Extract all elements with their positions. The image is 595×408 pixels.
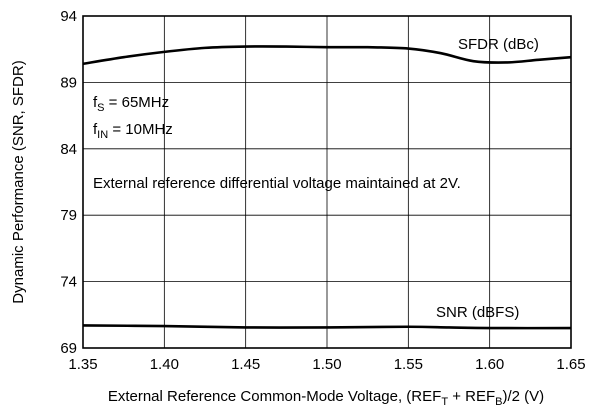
plot-frame	[82, 15, 572, 349]
series-group	[82, 45, 572, 330]
annotation-reference-note: External reference differential voltage …	[93, 175, 461, 192]
x-tick-label: 1.50	[312, 356, 341, 373]
y-axis-title: Dynamic Performance (SNR, SFDR)	[10, 60, 27, 303]
y-tick-label: 74	[60, 274, 77, 291]
series-line-snr	[82, 324, 572, 330]
y-tick-label: 94	[60, 8, 77, 25]
x-tick-label: 1.65	[556, 356, 585, 373]
x-tick-label: 1.45	[231, 356, 260, 373]
x-tick-labels: 1.35 1.40 1.45 1.50 1.55 1.60 1.65	[68, 356, 585, 373]
annotation-sampling-frequency: fS = 65MHz	[93, 94, 169, 114]
x-axis-title: External Reference Common-Mode Voltage, …	[108, 388, 544, 408]
x-tick-label: 1.60	[475, 356, 504, 373]
y-tick-label: 89	[60, 74, 77, 91]
y-tick-label: 79	[60, 207, 77, 224]
y-tick-label: 84	[60, 141, 77, 158]
x-tick-label: 1.55	[394, 356, 423, 373]
x-tick-label: 1.40	[150, 356, 179, 373]
series-label-snr: SNR (dBFS)	[436, 304, 519, 321]
y-tick-labels: 69 74 79 84 89 94	[60, 8, 77, 357]
x-tick-label: 1.35	[68, 356, 97, 373]
annotation-input-frequency: fIN = 10MHz	[93, 121, 173, 141]
series-line-sfdr	[82, 45, 572, 66]
y-tick-label: 69	[60, 340, 77, 357]
grid	[83, 16, 571, 348]
series-label-sfdr: SFDR (dBc)	[458, 36, 539, 53]
